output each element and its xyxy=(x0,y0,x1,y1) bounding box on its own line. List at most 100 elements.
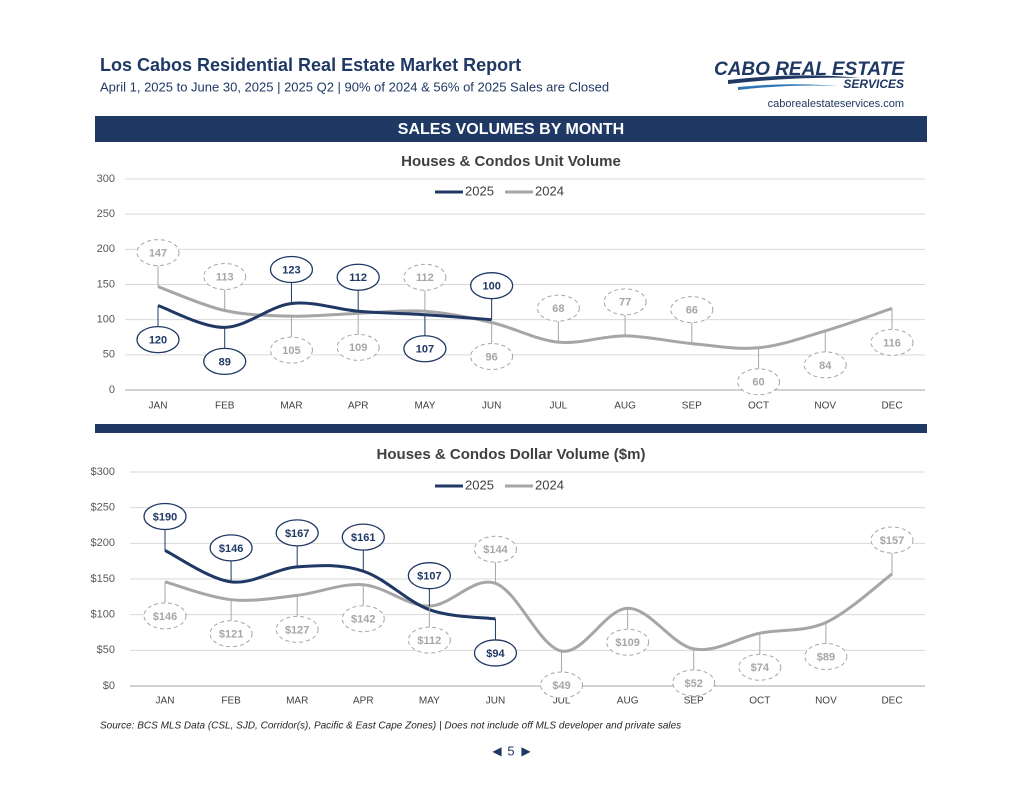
report-title: Los Cabos Residential Real Estate Market… xyxy=(100,55,521,75)
callout-bubble xyxy=(336,263,380,291)
callout-bubble xyxy=(603,288,647,316)
data-label: 100 xyxy=(482,281,500,293)
page-number: 5 xyxy=(507,743,514,758)
y-tick-label: 200 xyxy=(97,243,115,255)
y-tick-label: $300 xyxy=(91,466,115,478)
callout-bubble xyxy=(136,325,180,354)
data-label: 84 xyxy=(819,360,832,372)
x-tick-label: NOV xyxy=(815,696,837,707)
callout-bubble xyxy=(275,615,319,643)
legend-label: 2025 xyxy=(465,477,494,492)
logo-text: CABO REAL ESTATE xyxy=(714,59,905,80)
logo-swoosh xyxy=(728,75,860,84)
data-label: 147 xyxy=(149,248,167,260)
data-label: $74 xyxy=(751,662,770,674)
x-tick-label: JAN xyxy=(156,696,175,707)
callout-bubble xyxy=(738,653,782,681)
data-label: $157 xyxy=(880,535,904,547)
data-label: 60 xyxy=(752,377,764,389)
x-tick-label: JAN xyxy=(149,401,168,412)
data-label: $167 xyxy=(285,528,309,540)
data-label: 105 xyxy=(282,345,300,357)
callout-bubble xyxy=(143,602,187,630)
callout-bubble xyxy=(203,263,247,291)
callout-bubble xyxy=(136,239,180,267)
callout-bubble xyxy=(473,639,518,667)
data-label: $94 xyxy=(486,648,505,660)
data-label: $107 xyxy=(417,571,441,583)
y-tick-label: 100 xyxy=(97,314,115,326)
y-tick-label: $250 xyxy=(91,502,115,514)
data-label: $144 xyxy=(483,544,508,556)
data-label: $121 xyxy=(219,629,243,641)
callout-bubble xyxy=(670,296,714,324)
data-label: 113 xyxy=(216,271,234,283)
legend-label: 2024 xyxy=(535,477,564,492)
callout-bubble xyxy=(407,626,451,654)
data-label: 120 xyxy=(149,335,167,347)
x-tick-label: AUG xyxy=(614,401,636,412)
data-label: $142 xyxy=(351,614,375,626)
callout-bubble xyxy=(269,255,314,284)
data-label: 66 xyxy=(686,304,698,316)
website: caborealestateservices.com xyxy=(768,98,904,110)
callout-bubble xyxy=(870,526,914,554)
data-label: $190 xyxy=(153,511,177,523)
data-label: 107 xyxy=(416,344,434,356)
callout-bubble xyxy=(469,272,514,300)
series-line xyxy=(157,285,893,350)
logo-swoosh xyxy=(738,84,838,90)
callout-bubble xyxy=(403,263,447,291)
callout-bubble xyxy=(341,523,385,551)
legend-label: 2025 xyxy=(465,183,494,198)
data-label: 123 xyxy=(282,264,300,276)
data-label: $161 xyxy=(351,532,375,544)
x-tick-label: DEC xyxy=(881,401,902,412)
series-line xyxy=(157,301,492,329)
x-tick-label: FEB xyxy=(215,401,235,412)
callout-bubble xyxy=(403,335,447,363)
y-tick-label: $100 xyxy=(91,609,115,621)
x-tick-label: AUG xyxy=(617,696,639,707)
y-tick-label: 250 xyxy=(97,208,115,220)
data-label: $109 xyxy=(615,637,639,649)
data-label: $112 xyxy=(417,635,441,647)
data-label: 77 xyxy=(619,297,631,309)
x-tick-label: FEB xyxy=(221,696,241,707)
data-label: 96 xyxy=(486,351,498,363)
callout-bubble xyxy=(341,605,385,633)
x-tick-label: APR xyxy=(353,696,374,707)
prev-arrow: ◀ xyxy=(492,744,502,758)
callout-bubble xyxy=(209,620,253,648)
y-tick-label: 300 xyxy=(97,173,115,185)
callout-bubble xyxy=(473,535,517,563)
x-tick-label: SEP xyxy=(684,696,704,707)
x-tick-label: OCT xyxy=(749,696,770,707)
data-label: $52 xyxy=(685,678,703,690)
source-note: Source: BCS MLS Data (CSL, SJD, Corridor… xyxy=(100,721,681,732)
next-arrow: ▶ xyxy=(521,744,531,758)
callout-bubble xyxy=(804,643,848,671)
legend-label: 2024 xyxy=(535,183,564,198)
callout-bubble xyxy=(672,669,716,697)
data-label: 109 xyxy=(349,342,367,354)
x-tick-label: MAY xyxy=(414,401,435,412)
data-label: $127 xyxy=(285,624,309,636)
callout-bubble xyxy=(606,628,650,656)
data-label: $49 xyxy=(552,680,570,692)
y-tick-label: 0 xyxy=(109,384,115,396)
x-tick-label: SEP xyxy=(682,401,702,412)
callout-bubble xyxy=(803,351,847,379)
y-tick-label: 150 xyxy=(97,278,115,290)
callout-bubble xyxy=(336,333,380,361)
data-label: $146 xyxy=(153,611,177,623)
y-tick-label: $150 xyxy=(91,573,115,585)
callout-bubble xyxy=(203,347,247,376)
callout-bubble xyxy=(209,534,253,562)
x-tick-label: MAR xyxy=(280,401,302,412)
y-tick-label: $50 xyxy=(97,644,115,656)
section-title: SALES VOLUMES BY MONTH xyxy=(398,121,624,138)
logo-subtext: SERVICES xyxy=(843,77,904,91)
divider-bar xyxy=(95,424,927,433)
